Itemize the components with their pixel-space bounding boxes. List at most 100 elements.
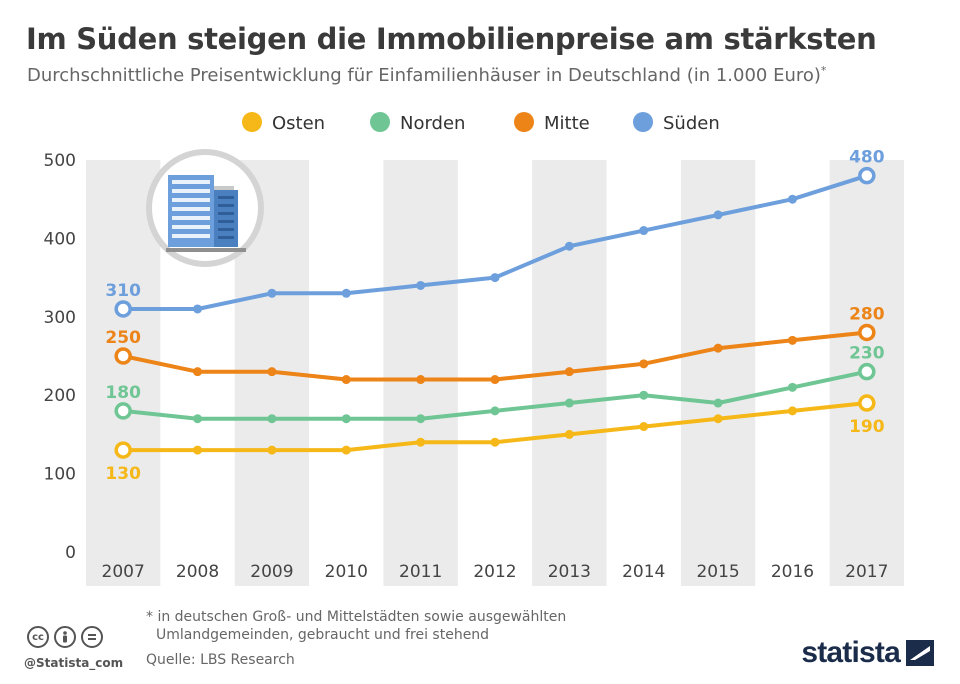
cc-icon[interactable]: cc — [27, 626, 49, 648]
data-point — [858, 394, 876, 412]
building-window-row — [172, 189, 210, 193]
building-window-row — [172, 216, 210, 220]
by-icon[interactable] — [54, 626, 76, 648]
x-tick-label: 2010 — [325, 562, 368, 582]
y-tick-label: 0 — [65, 543, 76, 563]
footnote: * in deutschen Groß- und Mittelstädten s… — [146, 608, 566, 644]
brand-mark-icon — [906, 640, 934, 666]
data-label: 480 — [849, 148, 885, 168]
data-point — [267, 367, 277, 377]
data-point — [267, 445, 277, 455]
legend-label: Mitte — [544, 113, 590, 134]
data-labels: 130 190 180 230 250 280 310 480 — [105, 148, 884, 484]
data-point — [639, 422, 649, 432]
building-window-row — [172, 180, 210, 184]
building-window-row — [172, 207, 210, 211]
subtitle-footnote-marker: * — [820, 64, 827, 77]
data-label: 180 — [105, 383, 141, 403]
y-tick-label: 200 — [44, 386, 76, 406]
chart-subtitle: Durchschnittliche Preisentwicklung für E… — [27, 64, 826, 86]
data-point — [713, 398, 723, 408]
source-note: Quelle: LBS Research — [146, 652, 295, 668]
column-band — [383, 160, 458, 586]
data-point — [114, 300, 132, 318]
building-side-window — [218, 220, 234, 223]
data-point — [639, 359, 649, 369]
data-point — [267, 288, 277, 298]
footnote-line-1: * in deutschen Groß- und Mittelstädten s… — [146, 609, 567, 625]
data-point — [564, 367, 574, 377]
x-tick-label: 2007 — [102, 562, 145, 582]
data-point — [787, 382, 797, 392]
legend-swatch — [242, 112, 262, 132]
x-axis: 2007 2008 2009 2010 2011 2012 2013 2014 2015 2016… — [102, 562, 889, 582]
data-point — [787, 194, 797, 204]
data-point — [114, 402, 132, 420]
data-point — [267, 414, 277, 424]
building-roof — [214, 186, 234, 190]
data-point — [858, 362, 876, 381]
building-side-window — [218, 204, 234, 207]
building-window-row — [172, 225, 210, 229]
building-window-row — [172, 198, 210, 202]
x-tick-label: 2013 — [548, 562, 591, 582]
legend-item: Süden — [633, 112, 720, 134]
data-point — [564, 398, 574, 408]
data-label: 250 — [105, 328, 141, 348]
data-label: 230 — [849, 344, 885, 364]
building-window-row — [172, 234, 210, 238]
data-point — [114, 347, 132, 365]
x-tick-label: 2015 — [696, 562, 739, 582]
social-handle[interactable]: @Statista_com — [24, 656, 124, 670]
data-point — [193, 304, 203, 314]
x-tick-label: 2016 — [771, 562, 814, 582]
data-point — [639, 390, 649, 400]
x-tick-label: 2008 — [176, 562, 219, 582]
building-side-window — [218, 228, 234, 231]
data-point — [564, 429, 574, 439]
data-point — [416, 414, 426, 424]
data-point — [341, 414, 351, 424]
legend-item: Osten — [242, 112, 325, 134]
data-label: 280 — [849, 304, 885, 324]
legend: Osten Norden Mitte Süden — [242, 112, 720, 134]
data-point — [193, 367, 203, 377]
data-point — [858, 323, 876, 342]
data-point — [564, 241, 574, 251]
license-icons[interactable]: cc — [27, 626, 103, 648]
data-point — [193, 445, 203, 455]
data-label: 190 — [849, 417, 885, 437]
y-tick-label: 300 — [44, 308, 76, 328]
building-ground — [166, 248, 246, 252]
data-point — [490, 437, 500, 447]
data-point — [713, 414, 723, 424]
legend-swatch — [633, 112, 653, 132]
office-building-icon — [146, 149, 264, 267]
data-point — [713, 343, 723, 353]
column-band — [680, 160, 756, 586]
building-side-window — [218, 196, 234, 199]
data-point — [416, 280, 426, 290]
data-point — [639, 226, 649, 236]
data-point — [490, 375, 500, 385]
data-point — [416, 437, 426, 447]
equals-icon[interactable] — [81, 626, 103, 648]
data-point — [713, 210, 723, 220]
x-tick-label: 2012 — [473, 562, 516, 582]
statista-logo[interactable]: statista — [801, 636, 934, 670]
brand-name: statista — [801, 636, 900, 669]
data-point — [787, 335, 797, 345]
subtitle-text: Durchschnittliche Preisentwicklung für E… — [27, 65, 821, 86]
legend-label: Süden — [663, 113, 720, 134]
data-point — [341, 375, 351, 385]
data-point — [193, 414, 203, 424]
y-tick-label: 400 — [44, 229, 76, 249]
footnote-line-2: Umlandgemeinden, gebraucht und frei steh… — [156, 627, 490, 643]
x-tick-label: 2011 — [399, 562, 442, 582]
y-tick-label: 500 — [44, 151, 76, 171]
building-side-window — [218, 236, 234, 239]
data-point — [416, 375, 426, 385]
legend-swatch — [514, 112, 534, 132]
y-tick-label: 100 — [44, 465, 76, 485]
